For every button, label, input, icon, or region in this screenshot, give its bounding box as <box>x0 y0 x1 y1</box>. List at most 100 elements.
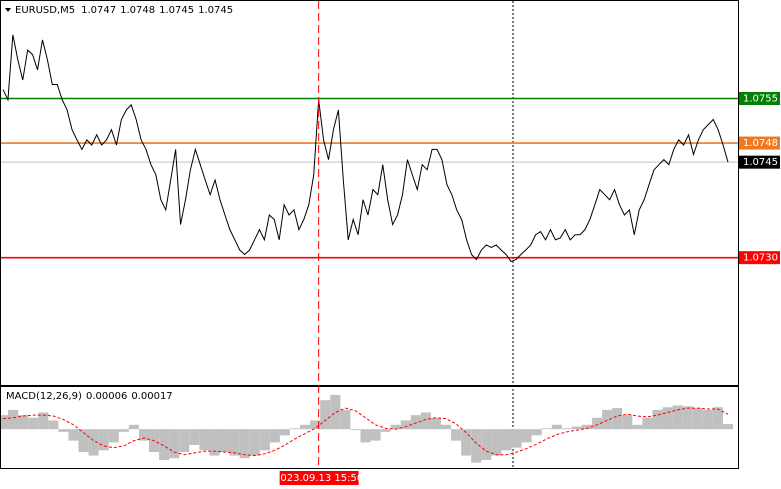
macd-title: MACD(12,26,9) <box>6 391 82 402</box>
macd-bar <box>169 429 180 459</box>
macd-bar <box>78 429 89 453</box>
macd-bar <box>612 408 623 430</box>
macd-bar <box>179 429 190 453</box>
macd-bar <box>420 412 431 430</box>
macd-bar <box>108 429 119 443</box>
macd-bar <box>128 424 139 430</box>
menu-triangle[interactable] <box>5 8 11 12</box>
macd-bar <box>441 424 452 430</box>
macd-bar <box>602 409 613 430</box>
macd-bar <box>28 417 39 430</box>
macd-bar <box>692 408 703 430</box>
macd-bar <box>58 429 69 432</box>
level-label: 1.0730 <box>743 253 778 264</box>
macd-bar <box>269 429 280 443</box>
top-layer: 1.0755 1.0748 1.0730 1.0745 2023.09.13 15:50 <box>274 1 780 485</box>
macd-bar <box>98 429 109 451</box>
macd-bar <box>159 429 170 460</box>
macd-bar <box>561 428 572 430</box>
macd-bar <box>68 429 79 441</box>
macd-bar <box>531 429 542 436</box>
macd-bar <box>118 429 129 432</box>
macd-bar <box>451 429 462 441</box>
signal-line <box>2 407 729 457</box>
macd-bar <box>471 429 482 463</box>
ohlc-open: 1.0747 <box>81 5 116 16</box>
macd-bar <box>400 420 411 430</box>
macd-bar <box>541 428 552 430</box>
crosshair-badge <box>279 471 359 485</box>
macd-bar <box>18 415 29 430</box>
macd-bar <box>330 394 341 430</box>
plot-layer <box>0 34 738 463</box>
macd-bar <box>581 424 593 430</box>
macd-bar <box>622 415 633 430</box>
macd-bar <box>712 407 723 430</box>
macd-bar <box>481 429 492 460</box>
ohlc-close: 1.0745 <box>198 5 233 16</box>
macd-header: MACD(12,26,9) 0.00006 0.00017 <box>6 391 173 402</box>
macd-value: 0.00006 <box>86 391 127 402</box>
macd-bar <box>340 409 351 430</box>
level-badge <box>739 136 780 150</box>
macd-bar <box>229 429 240 456</box>
level-label: 1.0748 <box>743 138 778 149</box>
macd-bar <box>279 429 290 436</box>
macd-bar <box>249 429 260 456</box>
macd-bar <box>38 412 49 430</box>
current-price-badge <box>739 155 780 169</box>
level-label: 1.0755 <box>743 94 778 105</box>
macd-bar <box>289 428 301 430</box>
macd-bar <box>571 426 582 430</box>
crosshair-label: 2023.09.13 15:50 <box>274 473 363 484</box>
ohlc-low: 1.0745 <box>159 5 194 16</box>
macd-bar <box>380 429 391 432</box>
macd-bar <box>209 429 220 456</box>
macd-bar <box>592 417 603 430</box>
macd-bar <box>642 417 653 430</box>
macd-bar <box>370 429 381 441</box>
macd-bar <box>491 429 502 456</box>
macd-bar <box>300 424 311 430</box>
macd-bar <box>0 415 9 430</box>
macd-bar <box>662 407 673 430</box>
macd-bar <box>632 424 643 430</box>
macd-bar <box>310 420 321 430</box>
level-badge <box>739 251 780 265</box>
macd-bar <box>461 429 472 456</box>
macd-bar <box>199 429 210 451</box>
macd-bar <box>702 409 713 430</box>
macd-bar <box>48 420 59 430</box>
macd-bar <box>511 429 522 448</box>
macd-panel-frame <box>0 386 739 469</box>
level-badge <box>739 92 780 105</box>
macd-bar <box>390 424 401 430</box>
main-panel-frame <box>0 0 739 386</box>
macd-bar <box>722 423 734 430</box>
macd-bar <box>8 409 19 430</box>
current-price-label: 1.0745 <box>743 157 778 168</box>
macd-bar <box>430 417 442 430</box>
macd-bar <box>360 429 371 443</box>
macd-bar <box>672 405 683 430</box>
macd-bar <box>652 409 663 430</box>
macd-bar <box>521 429 532 443</box>
macd-bar <box>219 429 230 453</box>
macd-bar <box>551 424 562 430</box>
symbol: EURUSD,M5 <box>15 5 75 16</box>
chart-header: EURUSD,M5 1.0747 1.0748 1.0745 1.0745 <box>15 5 233 16</box>
macd-bar <box>410 415 421 430</box>
macd-bar <box>138 429 150 441</box>
ohlc-high: 1.0748 <box>120 5 155 16</box>
price-line <box>2 34 729 263</box>
macd-bar <box>189 429 200 446</box>
macd-bar <box>239 429 250 459</box>
macd-bar <box>501 429 512 451</box>
macd-bar <box>259 429 270 451</box>
macd-bar <box>350 429 361 431</box>
signal-value: 0.00017 <box>131 391 172 402</box>
macd-bar <box>682 406 693 430</box>
macd-bar <box>88 429 99 456</box>
